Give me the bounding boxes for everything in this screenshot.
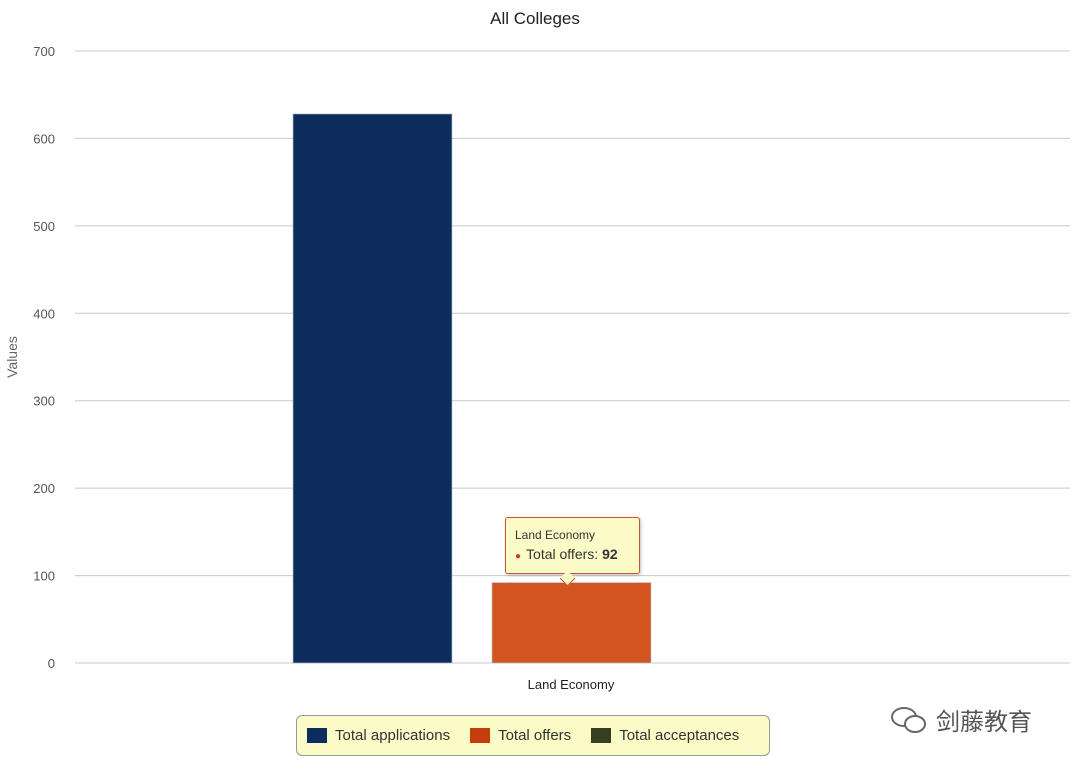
tooltip-value: 92 [602,546,618,562]
legend-label: Total applications [335,727,451,744]
bar-total-applications[interactable] [292,113,453,664]
y-axis-label: Values [4,336,20,378]
legend-label: Total acceptances [619,727,740,744]
legend-swatch [307,728,327,743]
chart-title: All Colleges [490,9,580,28]
legend: Total applications Total offers Total ac… [296,715,770,756]
y-tick-label: 600 [33,131,55,146]
y-tick-label: 300 [33,394,55,409]
legend-item-acceptances[interactable]: Total acceptances [591,727,739,744]
y-tick-label: 500 [33,219,55,234]
x-tick-label: Land Economy [528,677,615,692]
y-tick-label: 200 [33,481,55,496]
legend-swatch [470,728,491,743]
tooltip-label: Total offers: [526,546,599,562]
y-tick-label: 700 [33,44,55,59]
wechat-icon [891,706,926,733]
legend-item-offers[interactable]: Total offers [470,727,571,744]
y-tick-label: 0 [48,656,55,671]
watermark: 剑藤教育 [890,702,1032,737]
tooltip: Land Economy ● Total offers: 92 [505,517,640,574]
legend-label: Total offers [498,727,572,744]
series-dot-icon: ● [515,551,522,562]
legend-item-applications[interactable]: Total applications [307,727,450,744]
y-tick-label: 100 [33,569,55,584]
y-tick-label: 400 [33,306,55,321]
bar-total-offers[interactable] [491,582,652,664]
legend-swatch [591,728,612,743]
tooltip-title: Land Economy [515,528,596,542]
watermark-text: 剑藤教育 [936,709,1032,736]
